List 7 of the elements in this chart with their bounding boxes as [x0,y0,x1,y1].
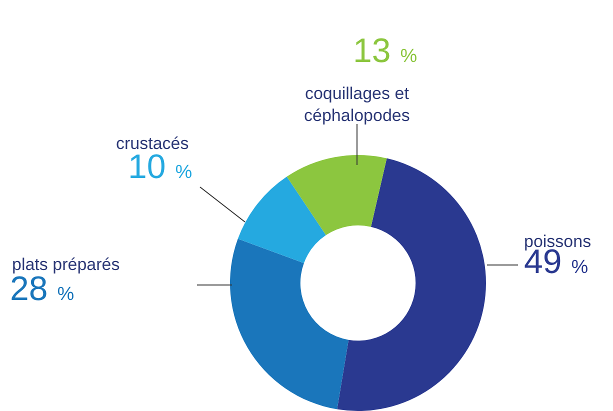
slice-label: coquillages et céphalopodes [304,84,410,126]
donut-slice [286,155,387,236]
donut-slice [230,238,349,410]
donut-slice [337,158,486,411]
slice-label: plats préparés [12,255,120,274]
donut-slice [238,176,326,264]
data-label: 13 % [353,32,418,70]
